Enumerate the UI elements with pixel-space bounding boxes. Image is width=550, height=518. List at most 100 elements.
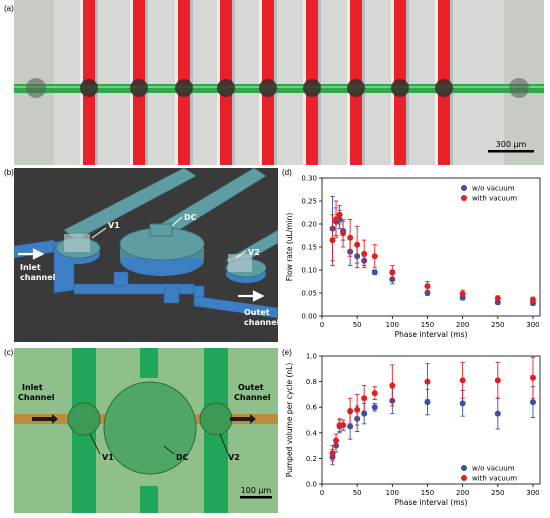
- plot-frame: [321, 355, 541, 485]
- data-point-with-vacuum: [329, 237, 336, 244]
- x-tick-label: 150: [421, 321, 434, 329]
- scale-bar-a-label: 300 µm: [496, 140, 527, 149]
- data-point-with-vacuum: [340, 422, 347, 429]
- valve-chamber-a: [303, 79, 321, 97]
- data-point-with-vacuum: [389, 382, 396, 389]
- data-point-with-vacuum: [494, 377, 501, 384]
- x-tick-label: 250: [491, 321, 504, 329]
- chart-e: 0 50 100 150 200 250 300 0.0 0.2 0.4 0.6 0.8 1.0 Phas…: [282, 350, 550, 513]
- valve-chamber-a: [259, 79, 277, 97]
- data-point-with-vacuum: [424, 378, 431, 385]
- panel-c-label: (c): [4, 348, 14, 357]
- data-point-without-vacuum: [371, 404, 378, 411]
- y-tick-label: 0.15: [301, 244, 317, 252]
- x-tick-label: 100: [386, 321, 399, 329]
- outlet-arrowhead-b: [252, 290, 265, 302]
- chart-d: 0 50 100 150 200 250 300 0.00 0.05 0.10 0.15 0.20 0.…: [282, 170, 550, 345]
- displacement-chamber-dc-render: [119, 223, 205, 276]
- data-point-with-vacuum: [424, 283, 431, 290]
- panel-d-label: (d): [282, 168, 292, 177]
- data-point-with-vacuum: [459, 290, 466, 297]
- panel-a-micrograph: 300 µm: [14, 0, 544, 165]
- data-point-with-vacuum: [389, 269, 396, 276]
- data-point-with-vacuum: [361, 250, 368, 257]
- micrograph-a-image: 300 µm: [14, 0, 544, 165]
- data-point-without-vacuum: [371, 269, 378, 276]
- data-point-with-vacuum: [336, 211, 343, 218]
- y-tick-label: 0.4: [306, 429, 318, 437]
- displacement-chamber-dc-c: [103, 381, 197, 475]
- valve-v1-render: [55, 234, 101, 264]
- panel-e-label: (e): [282, 348, 292, 357]
- chart-d-svg: 0 50 100 150 200 250 300 0.00 0.05 0.10 0.15 0.20 0.…: [285, 175, 541, 339]
- x-tick-label: 100: [386, 489, 399, 497]
- data-point-with-vacuum: [347, 234, 354, 241]
- label-v2-b: V2: [248, 248, 260, 257]
- y-tick-label: 0.30: [301, 175, 317, 183]
- panel-b-label: (b): [4, 168, 14, 177]
- data-point-without-vacuum: [347, 423, 354, 430]
- x-tick-label: 250: [491, 489, 504, 497]
- label-dc-c: DC: [176, 453, 189, 462]
- x-tick-label: 0: [320, 321, 324, 329]
- chart-e-svg: 0 50 100 150 200 250 300 0.0 0.2 0.4 0.6 0.8 1.0 Phas…: [285, 353, 541, 507]
- data-point-with-vacuum: [361, 395, 368, 402]
- data-point-without-vacuum: [424, 399, 431, 406]
- scale-bar-c-label: 100 µm: [241, 486, 272, 495]
- label-v1-c: V1: [102, 453, 114, 462]
- data-point-without-vacuum: [361, 410, 368, 417]
- valve-v2-render: [225, 254, 267, 283]
- label-inlet-c: Inlet Channel: [18, 383, 55, 402]
- legend-label: with vacuum: [472, 475, 517, 483]
- legend-marker: [461, 465, 467, 471]
- legend-marker: [461, 195, 467, 201]
- x-tick-label: 300: [526, 489, 539, 497]
- data-point-with-vacuum: [529, 296, 536, 303]
- label-v1-b: V1: [108, 221, 120, 230]
- valve-chamber-a: [391, 79, 409, 97]
- panel-b-render: V1 DC V2 Inlet channel Outet channel: [13, 167, 280, 342]
- legend-label: w/o vacuum: [472, 185, 515, 193]
- y-tick-label: 0.0: [306, 481, 317, 489]
- inlet-arrow-c: [32, 414, 58, 424]
- micrograph-c-image: Inlet Channel Outet Channel V1 DC V2 100…: [14, 348, 278, 513]
- y-tick-label: 0.8: [306, 378, 317, 386]
- valve-chamber-a: [347, 79, 365, 97]
- x-tick-label: 200: [456, 489, 469, 497]
- label-dc-b: DC: [184, 213, 197, 222]
- data-point-with-vacuum: [371, 253, 378, 260]
- valve-chamber-a: [175, 79, 193, 97]
- data-point-with-vacuum: [329, 450, 336, 457]
- scale-bar-c: [240, 496, 272, 499]
- panel-a-label: (a): [4, 4, 14, 13]
- data-point-without-vacuum: [529, 399, 536, 406]
- inlet-arrowhead-b: [32, 248, 45, 260]
- label-outlet-c: Outet Channel: [234, 383, 271, 402]
- valve-chamber-a: [130, 79, 148, 97]
- x-tick-label: 50: [353, 321, 362, 329]
- data-point-with-vacuum: [333, 216, 340, 223]
- x-tick-label: 200: [456, 321, 469, 329]
- legend-marker: [461, 185, 467, 191]
- y-tick-label: 0.2: [306, 455, 317, 463]
- label-outlet-b: Outet channel: [244, 308, 278, 327]
- x-tick-label: 50: [353, 489, 362, 497]
- data-point-with-vacuum: [494, 295, 501, 302]
- x-tick-label: 0: [320, 489, 324, 497]
- valve-chamber-a: [80, 79, 98, 97]
- label-inlet-b: Inlet channel: [20, 263, 56, 282]
- render-b-image: V1 DC V2 Inlet channel Outet channel: [13, 167, 280, 342]
- x-axis-label: Phase interval (ms): [395, 330, 468, 339]
- channel-a: [14, 84, 544, 93]
- y-tick-label: 0.10: [301, 267, 317, 275]
- valve-chamber-a: [217, 79, 235, 97]
- scale-bar-a: [488, 150, 534, 153]
- label-v2-c: V2: [228, 453, 240, 462]
- panel-c-micrograph: Inlet Channel Outet Channel V1 DC V2 100…: [14, 348, 278, 513]
- y-tick-label: 0.20: [301, 221, 317, 229]
- data-point-without-vacuum: [459, 400, 466, 407]
- outlet-arrow-c: [230, 414, 256, 424]
- data-point-with-vacuum: [333, 437, 340, 444]
- x-axis-label: Phase interval (ms): [395, 498, 468, 507]
- data-point-with-vacuum: [371, 390, 378, 397]
